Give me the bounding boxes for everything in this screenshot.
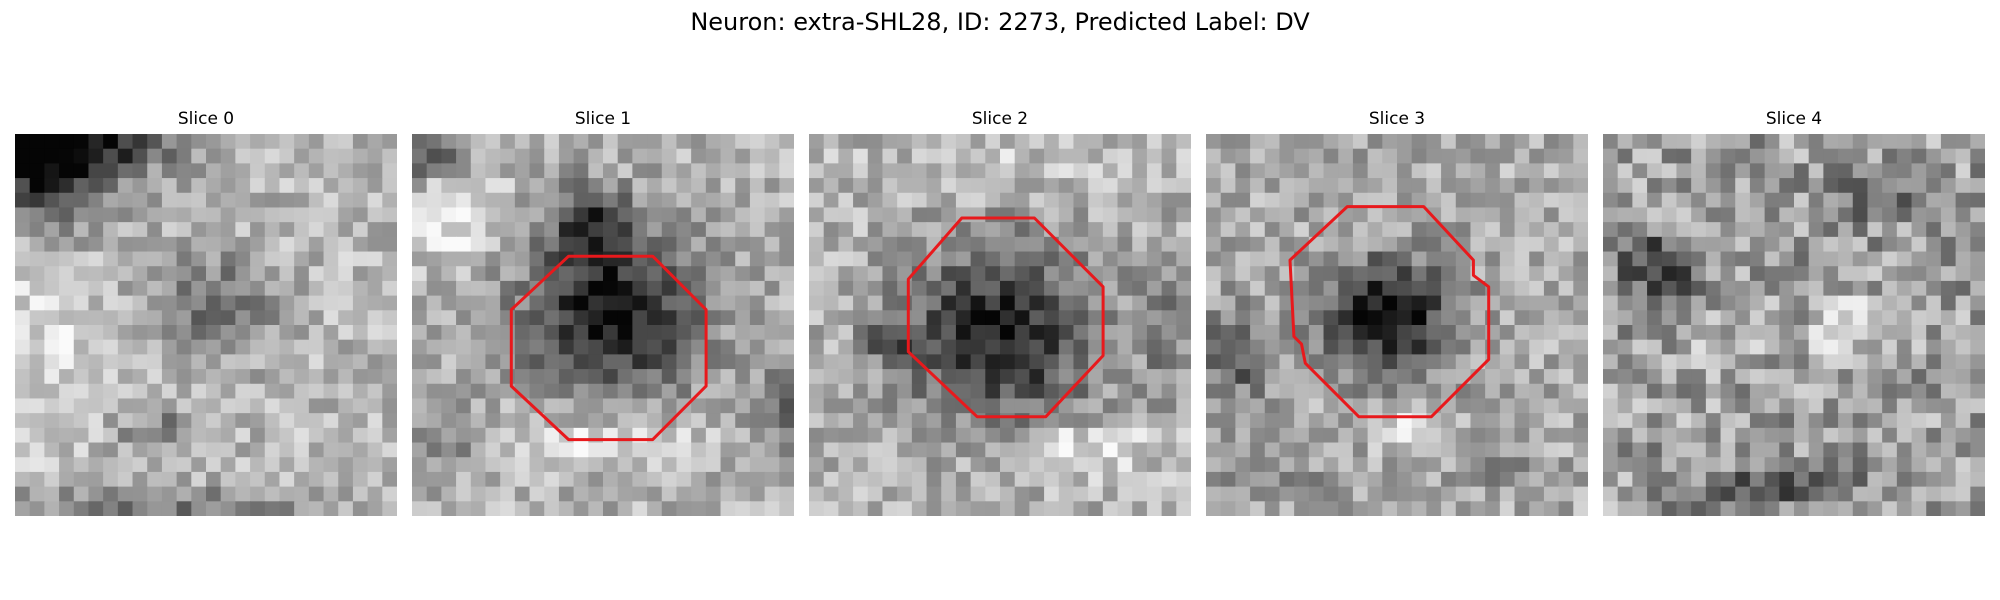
- slice-2-image: [809, 134, 1191, 516]
- slice-4-image: [1603, 134, 1985, 516]
- slice-4-title: Slice 4: [1765, 109, 1823, 129]
- slice-0-image: [15, 134, 397, 516]
- slice-3-image: [1206, 134, 1588, 516]
- slice-1-title: Slice 1: [574, 109, 632, 129]
- slice-1-image: [412, 134, 794, 516]
- figure-title: Neuron: extra-SHL28, ID: 2273, Predicted…: [690, 8, 1310, 36]
- slice-0-title: Slice 0: [177, 109, 235, 129]
- slice-3-title: Slice 3: [1368, 109, 1426, 129]
- slice-2-title: Slice 2: [971, 109, 1029, 129]
- slice-3-outline: [1288, 205, 1491, 419]
- slice-2-outline: [906, 216, 1105, 419]
- slice-1-outline: [509, 254, 708, 442]
